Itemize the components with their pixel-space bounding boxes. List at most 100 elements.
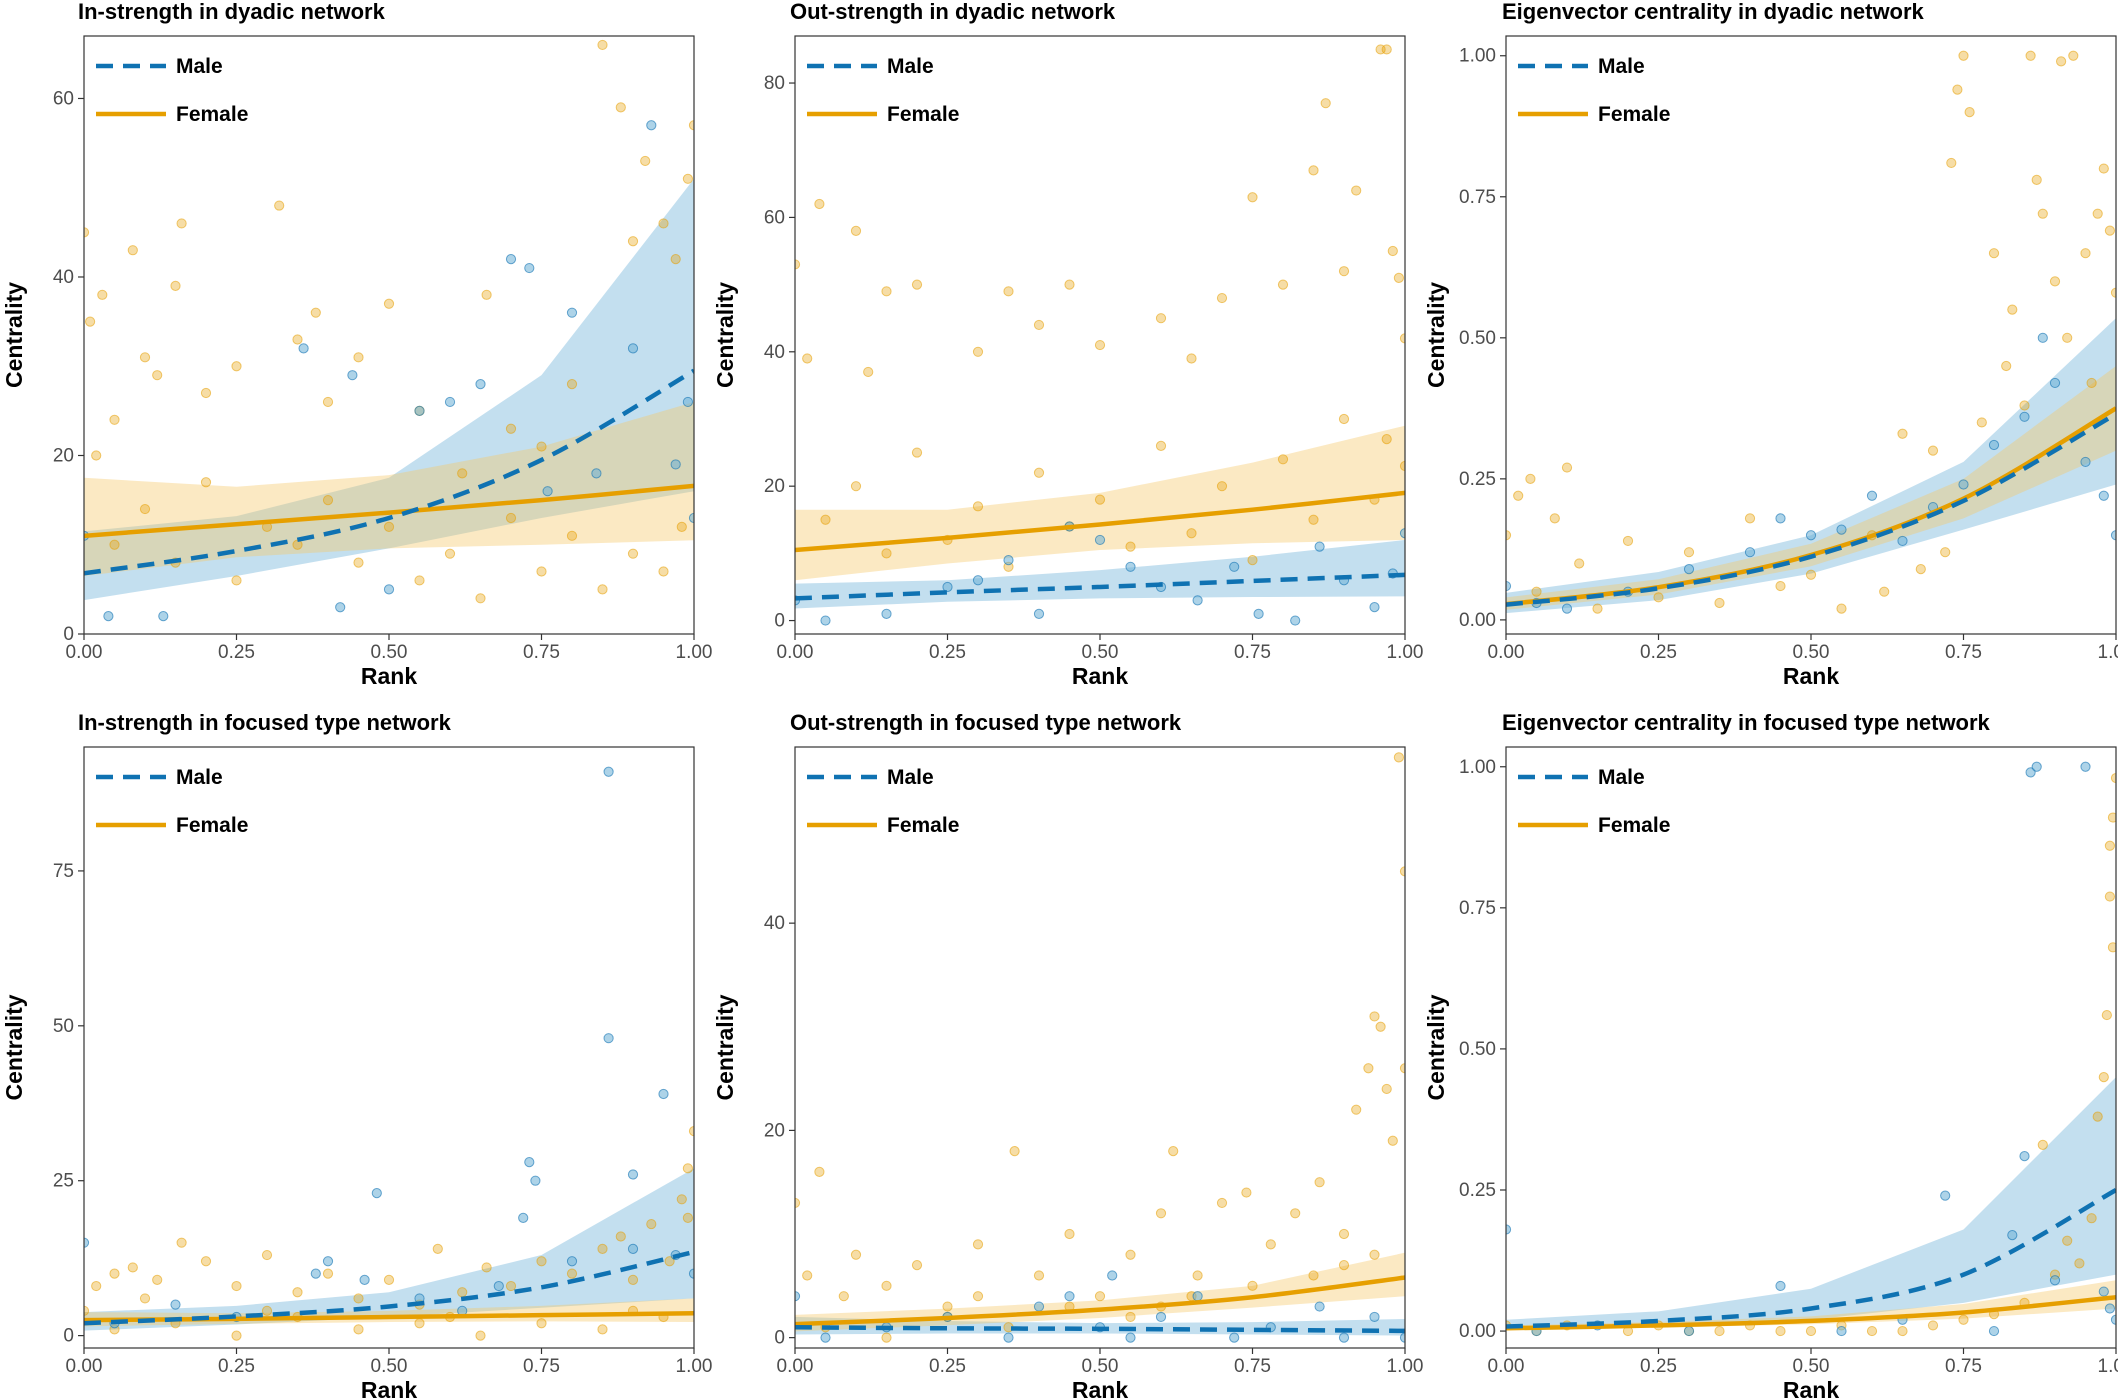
- female-data-point: [1363, 1063, 1374, 1074]
- y-tick-label: 60: [764, 207, 785, 228]
- female-data-point: [505, 423, 517, 434]
- x-axis-label: Rank: [1783, 1377, 1839, 1400]
- male-data-point: [2049, 377, 2061, 389]
- female-data-point: [1531, 586, 1542, 597]
- female-data-point: [322, 495, 334, 506]
- legend: Male Female: [1518, 766, 1670, 837]
- male-data-point: [1866, 490, 1878, 501]
- female-data-point: [566, 378, 578, 390]
- female-data-point: [152, 370, 163, 381]
- female-data-point: [353, 1293, 364, 1304]
- male-data-point: [820, 615, 831, 626]
- male-data-point: [414, 405, 425, 416]
- y-tick-label: 60: [53, 88, 74, 109]
- female-fit-line: [84, 483, 694, 539]
- male-data-point: [1033, 608, 1045, 619]
- female-data-point: [1003, 286, 1014, 297]
- y-tick-label: 0.50: [1459, 328, 1496, 349]
- female-data-point: [1976, 417, 1987, 428]
- y-tick-label: 0: [63, 1326, 74, 1347]
- female-data-point: [2037, 1139, 2048, 1150]
- female-data-point: [972, 501, 984, 512]
- female-data-point: [597, 39, 608, 51]
- male-data-point: [603, 766, 614, 777]
- female-data-point: [597, 1243, 608, 1254]
- female-data-point: [481, 289, 492, 300]
- female-data-point: [1958, 50, 1969, 61]
- female-data-point: [1387, 1135, 1398, 1146]
- female-data-point: [1308, 1270, 1319, 1281]
- male-fit-line: [84, 368, 694, 576]
- male-data-point: [347, 370, 358, 381]
- female-data-point: [1277, 454, 1289, 465]
- female-data-point: [1033, 1270, 1045, 1281]
- female-data-point: [1866, 1325, 1878, 1337]
- x-axis-label: Rank: [1783, 663, 1839, 689]
- female-data-point: [1247, 1280, 1258, 1291]
- female-data-point: [1952, 84, 1963, 95]
- female-data-point: [1399, 460, 1405, 472]
- female-data-point: [1247, 192, 1258, 203]
- female-data-point: [383, 521, 395, 532]
- x-tick-label: 0.25: [1640, 642, 1677, 663]
- female-data-point: [2104, 225, 2115, 236]
- female-data-point: [1155, 313, 1167, 324]
- female-data-point: [1927, 1320, 1939, 1331]
- x-tick-label: 1.00: [676, 1356, 713, 1377]
- chart-panel-4: In-strength in focused type network 0.00 0…: [1, 710, 712, 1400]
- female-data-point: [881, 548, 892, 559]
- x-tick-label: 0.50: [1082, 1356, 1119, 1377]
- chart-panel-2: Out-strength in dyadic network 0.00 0.25 0.…: [712, 0, 1423, 689]
- female-data-point: [2092, 208, 2103, 219]
- legend: Male Female: [96, 55, 248, 126]
- y-axis-label: Centrality: [1, 282, 27, 388]
- male-data-point: [1561, 603, 1573, 614]
- female-data-point: [1125, 1311, 1136, 1323]
- y-axis-label: Centrality: [712, 994, 738, 1100]
- female-data-point: [1915, 564, 1926, 575]
- y-tick-label: 80: [764, 73, 785, 94]
- female-data-point: [536, 566, 547, 577]
- female-data-point: [615, 102, 626, 113]
- female-data-point: [1393, 272, 1405, 283]
- male-data-point: [542, 486, 553, 497]
- male-data-point: [383, 584, 395, 595]
- female-data-point: [658, 218, 669, 229]
- male-data-point: [2104, 1303, 2115, 1314]
- female-data-point: [688, 120, 694, 131]
- male-data-point: [1314, 541, 1325, 552]
- male-data-point: [688, 1268, 694, 1279]
- female-data-point: [457, 468, 468, 479]
- male-data-point: [1229, 561, 1240, 572]
- female-data-point: [664, 1256, 675, 1267]
- female-data-point: [1399, 1063, 1405, 1074]
- female-data-point: [152, 1274, 163, 1285]
- female-data-point: [2086, 1213, 2097, 1224]
- female-data-point: [1375, 1021, 1386, 1032]
- male-data-point: [505, 254, 517, 265]
- female-data-point: [1714, 1325, 1725, 1337]
- female-data-point: [1399, 333, 1405, 344]
- female-data-point: [1314, 1177, 1325, 1188]
- male-data-point: [1369, 602, 1380, 613]
- female-data-point: [850, 1249, 862, 1260]
- female-data-point: [1381, 1083, 1392, 1095]
- female-data-point: [1513, 490, 1524, 501]
- female-data-point: [414, 575, 425, 586]
- male-data-point: [1988, 439, 2000, 451]
- female-data-point: [231, 575, 242, 586]
- female-data-point: [1277, 279, 1289, 290]
- female-data-point: [911, 1260, 923, 1271]
- female-confidence-band: [1506, 366, 2116, 610]
- female-data-point: [2104, 891, 2115, 902]
- female-data-point: [1338, 266, 1350, 277]
- female-data-point: [2031, 174, 2042, 185]
- male-data-point: [1744, 547, 1756, 558]
- female-data-point: [1775, 1325, 1786, 1337]
- female-data-point: [1879, 586, 1890, 597]
- plot-area: [84, 766, 694, 1341]
- y-tick-label: 20: [764, 1120, 785, 1141]
- female-data-point: [2074, 1258, 2085, 1269]
- male-data-point: [2080, 761, 2091, 772]
- male-data-point: [1369, 1311, 1380, 1323]
